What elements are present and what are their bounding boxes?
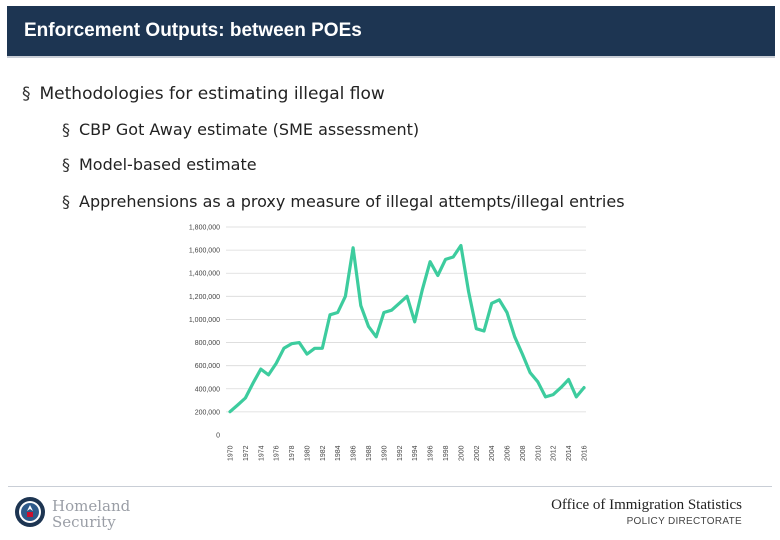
x-tick-label: 1984	[335, 445, 342, 461]
x-tick-label: 2006	[505, 445, 512, 461]
x-tick-label: 1972	[243, 445, 250, 461]
bullet-sub-3-text: Apprehensions as a proxy measure of ille…	[79, 192, 625, 211]
office-name: Office of Immigration Statistics	[551, 497, 742, 513]
x-tick-label: 1970	[228, 445, 235, 461]
bullet-sub-2: § Model-based estimate	[62, 155, 257, 174]
x-tick-label: 1978	[289, 445, 296, 461]
bullet-main-text: Methodologies for estimating illegal flo…	[39, 84, 385, 104]
x-tick-label: 2000	[458, 445, 465, 461]
dhs-wordmark: Homeland Security	[52, 498, 130, 530]
bullet-mark: §	[62, 120, 70, 139]
x-tick-label: 2004	[489, 445, 496, 461]
bullet-sub-1: § CBP Got Away estimate (SME assessment)	[62, 120, 419, 139]
x-tick-label: 1998	[443, 445, 450, 461]
x-tick-label: 1976	[274, 445, 281, 461]
y-tick-label: 0	[216, 433, 220, 440]
x-tick-label: 1992	[397, 445, 404, 461]
y-tick-label: 1,800,000	[189, 225, 220, 232]
y-tick-label: 200,000	[195, 409, 220, 416]
x-tick-label: 1980	[304, 445, 311, 461]
y-tick-label: 1,200,000	[189, 294, 220, 301]
bullet-mark: §	[22, 84, 31, 104]
y-tick-label: 1,600,000	[189, 248, 220, 255]
bullet-sub-2-text: Model-based estimate	[79, 155, 257, 174]
series-line-apprehensions	[228, 243, 586, 414]
x-tick-label: 1990	[381, 445, 388, 461]
y-tick-label: 1,000,000	[189, 317, 220, 324]
x-tick-label: 1986	[351, 445, 358, 461]
footer-divider	[8, 486, 772, 487]
x-tick-label: 1996	[428, 445, 435, 461]
x-tick-label: 2002	[474, 445, 481, 461]
bullet-main: § Methodologies for estimating illegal fl…	[22, 84, 385, 104]
bullet-mark: §	[62, 192, 70, 211]
wordmark-line-1: Homeland	[52, 497, 131, 515]
y-tick-label: 600,000	[195, 363, 220, 370]
x-tick-label: 1982	[320, 445, 327, 461]
x-tick-label: 1974	[258, 445, 265, 461]
slide-title: Enforcement Outputs: between POEs	[24, 20, 362, 41]
x-tick-label: 2014	[566, 445, 573, 461]
x-tick-label: 2010	[535, 445, 542, 461]
x-tick-label: 2008	[520, 445, 527, 461]
bullet-mark: §	[62, 155, 70, 174]
x-tick-label: 2016	[582, 445, 589, 461]
title-bar: Enforcement Outputs: between POEs	[7, 6, 775, 58]
dhs-seal-icon	[15, 497, 45, 527]
y-tick-label: 400,000	[195, 386, 220, 393]
y-tick-label: 800,000	[195, 340, 220, 347]
x-tick-label: 1994	[412, 445, 419, 461]
x-tick-label: 1988	[366, 445, 373, 461]
wordmark-line-2: Security	[52, 513, 116, 531]
y-tick-label: 1,400,000	[189, 271, 220, 278]
directorate-name: POLICY DIRECTORATE	[626, 516, 742, 527]
x-tick-label: 2012	[551, 445, 558, 461]
bullet-sub-3: § Apprehensions as a proxy measure of ill…	[62, 192, 625, 211]
bullet-sub-1-text: CBP Got Away estimate (SME assessment)	[79, 120, 420, 139]
